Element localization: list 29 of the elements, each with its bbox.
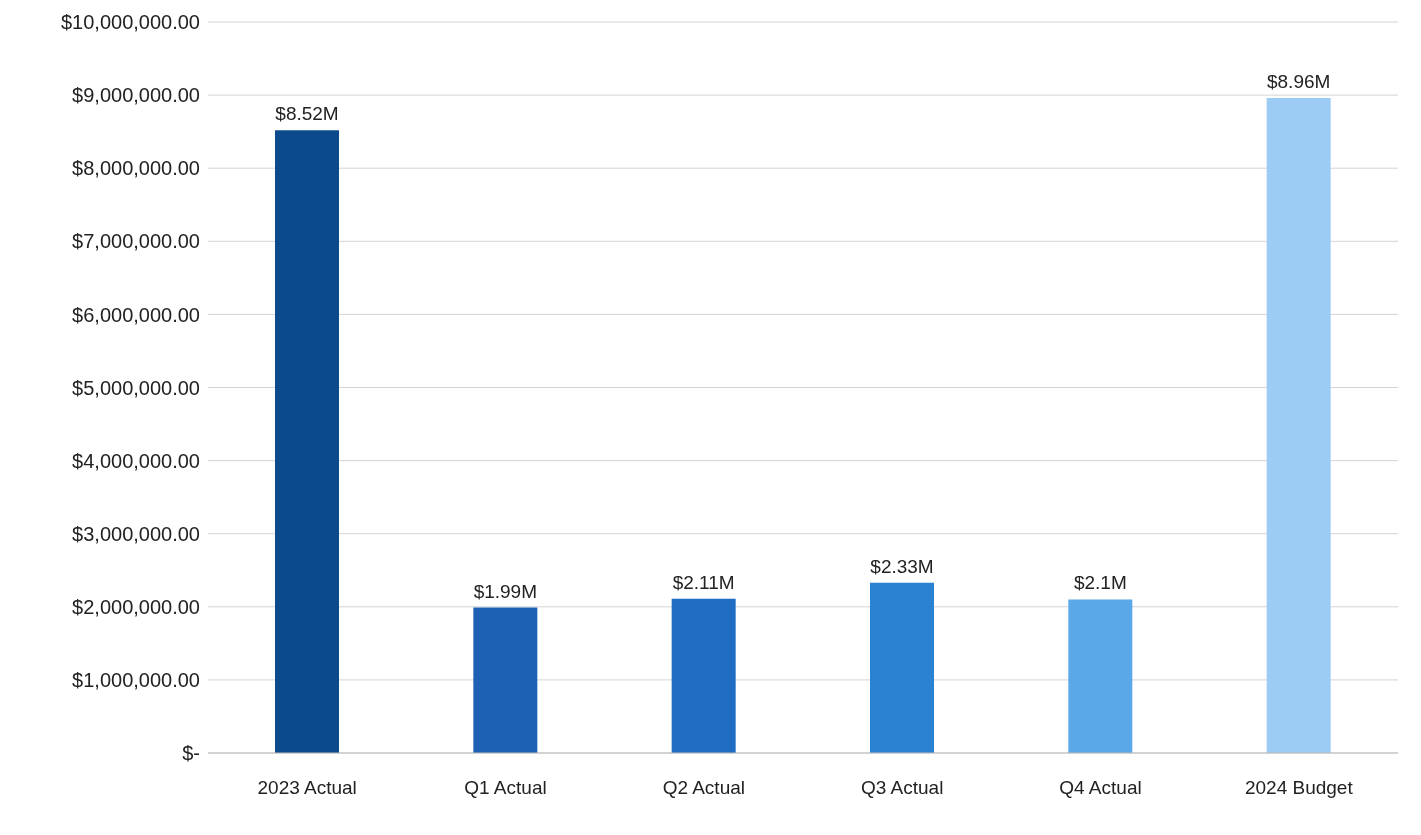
x-tick-label: Q1 Actual [464, 777, 547, 799]
y-tick-label: $2,000,000.00 [72, 595, 200, 618]
bar [1068, 599, 1133, 753]
bar [870, 582, 934, 753]
y-tick-label: $8,000,000.00 [72, 157, 200, 180]
data-label: $8.52M [275, 103, 339, 125]
data-label: $2.1M [1073, 572, 1127, 594]
x-tick-label: Q4 Actual [1059, 777, 1142, 799]
y-tick-label: $10,000,000.00 [60, 11, 200, 34]
bar [275, 130, 339, 753]
y-tick-label: $7,000,000.00 [72, 230, 200, 253]
x-tick-label: Q2 Actual [662, 777, 746, 799]
y-tick-label: $- [182, 742, 200, 765]
data-label: $1.99M [473, 580, 538, 602]
data-label: $2.33M [870, 555, 934, 577]
y-tick-label: $5,000,000.00 [72, 376, 200, 399]
y-tick-label: $1,000,000.00 [72, 669, 200, 691]
y-tick-label: $4,000,000.00 [72, 449, 200, 472]
data-label: $8.96M [1266, 71, 1331, 93]
x-tick-label: Q3 Actual [860, 777, 944, 799]
bar [1266, 98, 1331, 753]
bar [473, 607, 538, 753]
x-tick-label: 2023 Actual [257, 777, 357, 799]
y-tick-label: $6,000,000.00 [72, 303, 200, 326]
x-tick-label: 2024 Budget [1244, 777, 1354, 799]
y-tick-label: $3,000,000.00 [72, 522, 200, 545]
y-tick-label: $9,000,000.00 [72, 84, 200, 107]
bar [671, 598, 736, 753]
data-label: $2.11M [672, 571, 735, 593]
